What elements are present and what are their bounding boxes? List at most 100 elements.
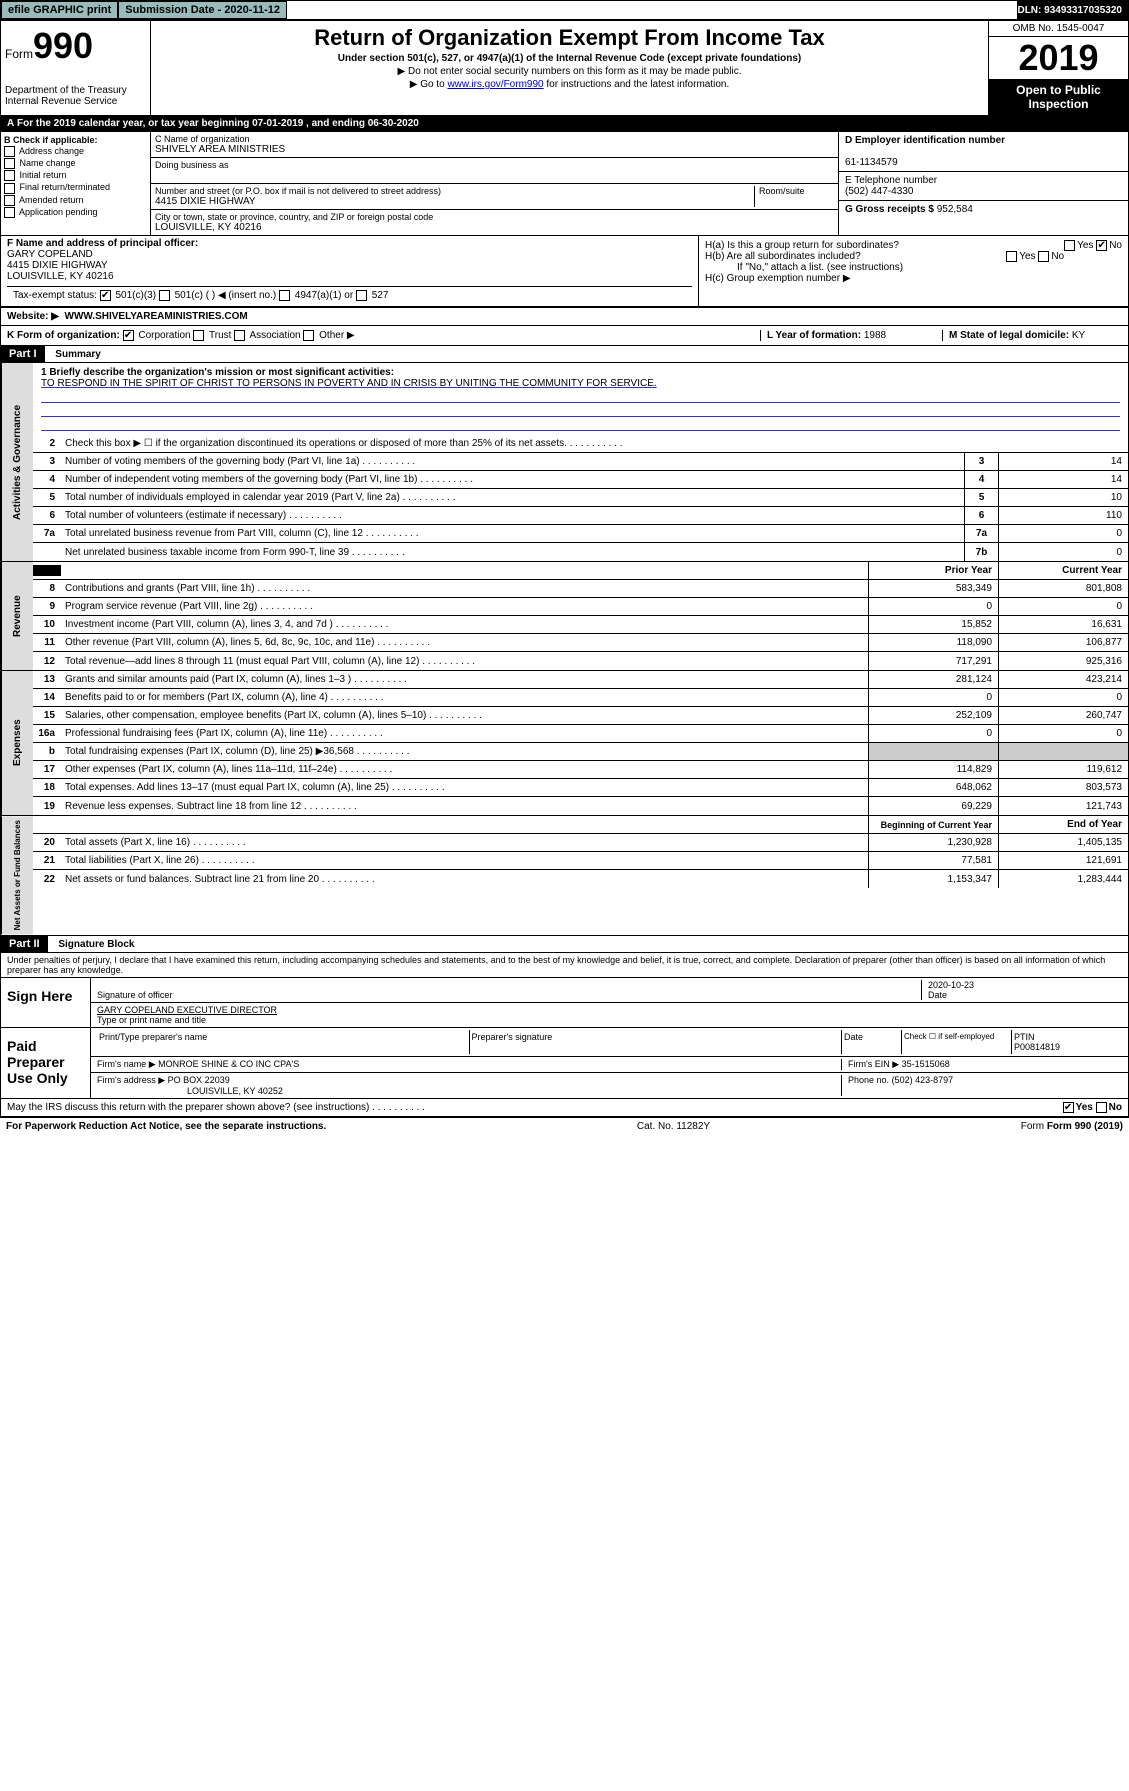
discuss-no[interactable] (1096, 1102, 1107, 1113)
open-inspection: Open to Public Inspection (989, 79, 1128, 115)
501c-check[interactable] (159, 290, 170, 301)
col2-py: Beginning of Current Year (868, 816, 998, 833)
b-opt[interactable]: Amended return (4, 195, 147, 206)
prep-sig-lbl: Preparer's signature (470, 1030, 843, 1054)
j-lbl: Website: ▶ (7, 311, 59, 322)
note2: ▶ Go to www.irs.gov/Form990 for instruct… (155, 79, 984, 90)
l-val: 1988 (864, 330, 886, 341)
k-corp[interactable]: ✔ (123, 330, 134, 341)
hb-no[interactable] (1038, 251, 1049, 262)
footer: For Paperwork Reduction Act Notice, see … (0, 1117, 1129, 1135)
ha-yes[interactable] (1064, 240, 1075, 251)
col2-cy: End of Year (998, 816, 1128, 833)
fphone-lbl: Phone no. (848, 1075, 889, 1085)
mission-lbl: 1 Briefly describe the organization's mi… (41, 367, 1120, 378)
prep-date-lbl: Date (842, 1030, 902, 1054)
hc: H(c) Group exemption number ▶ (705, 273, 1122, 284)
box-b: B Check if applicable: Address change Na… (1, 132, 151, 235)
expenses-section: Expenses 13Grants and similar amounts pa… (0, 671, 1129, 816)
city-lbl: City or town, state or province, country… (155, 212, 433, 222)
table-row: 7aTotal unrelated business revenue from … (33, 525, 1128, 543)
mission-text: TO RESPOND IN THE SPIRIT OF CHRIST TO PE… (41, 378, 1120, 389)
tax-o1: 501(c)(3) (115, 290, 156, 301)
table-row: 18Total expenses. Add lines 13–17 (must … (33, 779, 1128, 797)
prep-name-lbl: Print/Type preparer's name (97, 1030, 470, 1054)
k-o1: Corporation (138, 330, 190, 341)
firm: MONROE SHINE & CO INC CPA'S (158, 1059, 299, 1069)
section-fh: F Name and address of principal officer:… (0, 236, 1129, 307)
top-bar: efile GRAPHIC print Submission Date - 20… (0, 0, 1129, 20)
note1: ▶ Do not enter social security numbers o… (155, 66, 984, 77)
officer-addr: 4415 DIXIE HIGHWAY (7, 260, 108, 271)
m-val: KY (1072, 330, 1085, 341)
527-check[interactable] (356, 290, 367, 301)
ha-no[interactable]: ✔ (1096, 240, 1107, 251)
m-lbl: M State of legal domicile: (949, 330, 1069, 341)
signature-section: Sign Here Signature of officer 2020-10-23… (0, 978, 1129, 1117)
k-assoc[interactable] (234, 330, 245, 341)
part-ii-title: Signature Block (50, 939, 134, 950)
sign-here-lbl: Sign Here (1, 978, 91, 1027)
c-name-lbl: C Name of organization (155, 134, 250, 144)
tax-lbl: Tax-exempt status: (13, 290, 97, 301)
faddr-lbl: Firm's address ▶ (97, 1075, 165, 1085)
k-trust[interactable] (193, 330, 204, 341)
omb: OMB No. 1545-0047 (989, 21, 1128, 37)
fcity: LOUISVILLE, KY 40252 (97, 1086, 283, 1096)
k-other[interactable] (303, 330, 314, 341)
org-name: SHIVELY AREA MINISTRIES (155, 144, 285, 155)
signer-name: GARY COPELAND EXECUTIVE DIRECTOR (97, 1005, 277, 1015)
table-row: 17Other expenses (Part IX, column (A), l… (33, 761, 1128, 779)
col-py: Prior Year (868, 562, 998, 579)
h-note: If "No," attach a list. (see instruction… (705, 262, 1122, 273)
discuss-yes[interactable]: ✔ (1063, 1102, 1074, 1113)
501c3-check[interactable]: ✔ (100, 290, 111, 301)
table-row: 9Program service revenue (Part VIII, lin… (33, 598, 1128, 616)
b-opt[interactable]: Final return/terminated (4, 182, 147, 193)
b-opt[interactable]: Name change (4, 158, 147, 169)
firm-lbl: Firm's name ▶ (97, 1059, 156, 1069)
k-lbl: K Form of organization: (7, 330, 120, 341)
officer-name: GARY COPELAND (7, 249, 93, 260)
b-opt[interactable]: Initial return (4, 170, 147, 181)
name-lbl: Type or print name and title (97, 1015, 206, 1025)
perjury: Under penalties of perjury, I declare th… (0, 953, 1129, 978)
hb-yes[interactable] (1006, 251, 1017, 262)
date-lbl: Date (928, 990, 947, 1000)
ptin-lbl: PTIN (1014, 1032, 1035, 1042)
discuss: May the IRS discuss this return with the… (7, 1102, 425, 1113)
table-row: 15Salaries, other compensation, employee… (33, 707, 1128, 725)
table-row: 20Total assets (Part X, line 16)1,230,92… (33, 834, 1128, 852)
k-o2: Trust (209, 330, 231, 341)
b-opt[interactable]: Address change (4, 146, 147, 157)
instructions-link[interactable]: www.irs.gov/Form990 (447, 79, 543, 90)
dba-lbl: Doing business as (155, 160, 229, 170)
b-opt[interactable]: Application pending (4, 207, 147, 218)
fphone: (502) 423-8797 (892, 1075, 954, 1085)
4947-check[interactable] (279, 290, 290, 301)
rev-label: Revenue (1, 562, 33, 670)
subtitle: Under section 501(c), 527, or 4947(a)(1)… (155, 53, 984, 64)
addr-lbl: Number and street (or P.O. box if mail i… (155, 186, 441, 196)
table-row: 4Number of independent voting members of… (33, 471, 1128, 489)
net-section: Net Assets or Fund Balances Beginning of… (0, 816, 1129, 935)
faddr: PO BOX 22039 (168, 1075, 230, 1085)
efile-button[interactable]: efile GRAPHIC print (1, 1, 118, 19)
sig-date: 2020-10-23 (928, 980, 974, 990)
table-row: bTotal fundraising expenses (Part IX, co… (33, 743, 1128, 761)
ha: H(a) Is this a group return for subordin… (705, 240, 899, 251)
footer-m: Cat. No. 11282Y (637, 1121, 710, 1132)
note2-pre: ▶ Go to (410, 79, 448, 90)
section-bcde: B Check if applicable: Address change Na… (0, 132, 1129, 236)
box-d: D Employer identification number61-11345… (838, 132, 1128, 235)
table-row: 11Other revenue (Part VIII, column (A), … (33, 634, 1128, 652)
sig-lbl: Signature of officer (97, 990, 172, 1000)
officer-city: LOUISVILLE, KY 40216 (7, 271, 114, 282)
table-row: 10Investment income (Part VIII, column (… (33, 616, 1128, 634)
gross-lbl: G Gross receipts $ (845, 204, 934, 215)
table-row: 14Benefits paid to or for members (Part … (33, 689, 1128, 707)
fein: 35-1515068 (902, 1059, 950, 1069)
form-label: Form (5, 47, 33, 61)
dept: Department of the Treasury Internal Reve… (5, 85, 146, 107)
table-row: 22Net assets or fund balances. Subtract … (33, 870, 1128, 888)
